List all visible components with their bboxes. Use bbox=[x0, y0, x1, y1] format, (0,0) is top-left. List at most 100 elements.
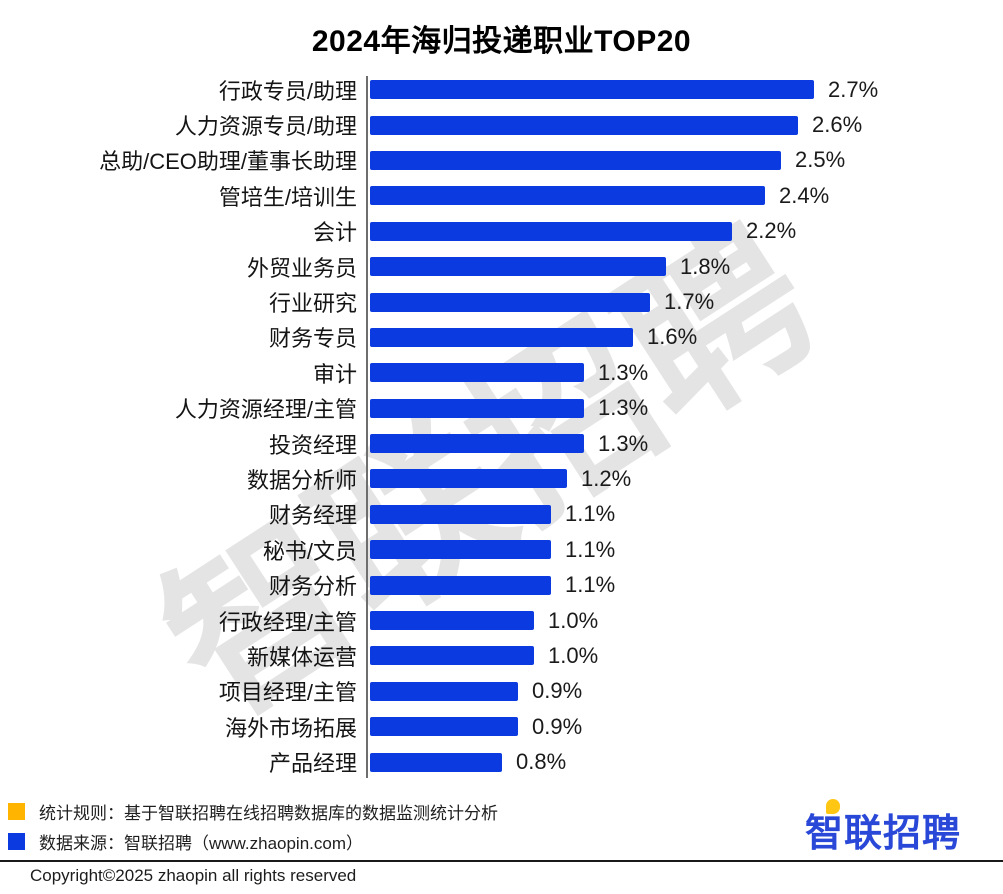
value-label: 1.0% bbox=[548, 607, 599, 633]
bar-row: 新媒体运营 1.0% bbox=[0, 638, 1003, 673]
category-label: 财务分析 bbox=[268, 574, 357, 600]
footer: 统计规则：基于智联招聘在线招聘数据库的数据监测统计分析 数据来源：智联招聘（ww… bbox=[0, 792, 1003, 860]
value-label: 1.6% bbox=[647, 324, 698, 350]
category-label: 外贸业务员 bbox=[246, 255, 357, 281]
bar bbox=[370, 363, 584, 383]
bar-zone: 1.7% bbox=[366, 289, 1003, 315]
note-text: 数据来源：智联招聘（www.zhaopin.com） bbox=[39, 833, 364, 853]
value-label: 1.1% bbox=[565, 536, 616, 562]
y-axis-line bbox=[366, 76, 368, 778]
bar-row: 行政专员/助理 2.7% bbox=[0, 72, 1003, 107]
bar-row: 秘书/文员 1.1% bbox=[0, 532, 1003, 567]
bar-zone: 0.9% bbox=[366, 678, 1003, 704]
value-label: 0.9% bbox=[532, 678, 583, 704]
bar bbox=[370, 221, 732, 241]
bar-zone: 2.4% bbox=[366, 183, 1003, 209]
bar-row: 审计 1.3% bbox=[0, 355, 1003, 390]
category-label: 会计 bbox=[312, 220, 357, 246]
bar-zone: 0.8% bbox=[366, 749, 1003, 775]
bar-row: 人力资源经理/主管 1.3% bbox=[0, 391, 1003, 426]
bar bbox=[370, 150, 781, 170]
divider-line bbox=[0, 860, 1003, 862]
category-label: 秘书/文员 bbox=[262, 538, 357, 564]
bar-rows: 行政专员/助理 2.7% 人力资源专员/助理 2.6% 总助/CEO助理/董事长… bbox=[0, 72, 1003, 780]
footer-notes: 统计规则：基于智联招聘在线招聘数据库的数据监测统计分析 数据来源：智联招聘（ww… bbox=[8, 796, 498, 856]
category-label: 人力资源专员/助理 bbox=[174, 114, 357, 140]
value-label: 1.3% bbox=[598, 430, 649, 456]
value-label: 1.7% bbox=[664, 289, 715, 315]
value-label: 0.9% bbox=[532, 713, 583, 739]
bar-zone: 1.0% bbox=[366, 608, 1003, 634]
category-label: 财务经理 bbox=[268, 503, 357, 529]
category-label: 财务专员 bbox=[268, 326, 357, 352]
bar bbox=[370, 327, 633, 347]
zhaopin-logo: 智联招聘 bbox=[804, 799, 961, 857]
value-label: 2.5% bbox=[795, 147, 846, 173]
bar bbox=[370, 80, 814, 100]
bar bbox=[370, 540, 551, 560]
bar-zone: 1.1% bbox=[366, 537, 1003, 563]
bar-row: 财务经理 1.1% bbox=[0, 497, 1003, 532]
bar bbox=[370, 611, 534, 631]
bar bbox=[370, 469, 567, 489]
bar-row: 财务专员 1.6% bbox=[0, 320, 1003, 355]
category-label: 海外市场拓展 bbox=[224, 715, 357, 741]
bar-row: 产品经理 0.8% bbox=[0, 744, 1003, 779]
category-label: 行政专员/助理 bbox=[218, 78, 357, 104]
value-label: 2.7% bbox=[828, 76, 879, 102]
value-label: 2.2% bbox=[746, 218, 797, 244]
value-label: 1.3% bbox=[598, 359, 649, 385]
value-label: 1.1% bbox=[565, 572, 616, 598]
bar bbox=[370, 646, 534, 666]
category-label: 行政经理/主管 bbox=[218, 609, 357, 635]
bar-zone: 2.6% bbox=[366, 112, 1003, 138]
bar-zone: 1.3% bbox=[366, 395, 1003, 421]
value-label: 2.4% bbox=[779, 182, 830, 208]
bar bbox=[370, 504, 551, 524]
note-text: 统计规则：基于智联招聘在线招聘数据库的数据监测统计分析 bbox=[39, 803, 498, 823]
logo-pin-icon bbox=[825, 799, 840, 814]
bar-zone: 1.3% bbox=[366, 431, 1003, 457]
category-label: 投资经理 bbox=[268, 432, 357, 458]
category-label: 人力资源经理/主管 bbox=[174, 397, 357, 423]
chart-title: 2024年海归投递职业TOP20 bbox=[311, 25, 692, 58]
value-label: 1.0% bbox=[548, 642, 599, 668]
bar-row: 投资经理 1.3% bbox=[0, 426, 1003, 461]
bar-zone: 1.1% bbox=[366, 572, 1003, 598]
logo-text: 智联招聘 bbox=[804, 813, 961, 855]
category-label: 管培生/培训生 bbox=[218, 184, 357, 210]
category-label: 项目经理/主管 bbox=[218, 680, 357, 706]
category-label: 产品经理 bbox=[268, 751, 357, 777]
bar-row: 项目经理/主管 0.9% bbox=[0, 674, 1003, 709]
bar-row: 行业研究 1.7% bbox=[0, 284, 1003, 319]
bar-row: 数据分析师 1.2% bbox=[0, 461, 1003, 496]
bar-zone: 2.5% bbox=[366, 147, 1003, 173]
bar bbox=[370, 717, 518, 737]
bar-zone: 1.0% bbox=[366, 643, 1003, 669]
value-label: 1.2% bbox=[581, 465, 632, 491]
bar bbox=[370, 398, 584, 418]
value-label: 1.8% bbox=[680, 253, 731, 279]
bar-zone: 2.7% bbox=[366, 77, 1003, 103]
bar-zone: 1.2% bbox=[366, 466, 1003, 492]
blue-square-marker bbox=[8, 832, 25, 850]
bar-row: 财务分析 1.1% bbox=[0, 567, 1003, 602]
bar-row: 海外市场拓展 0.9% bbox=[0, 709, 1003, 744]
bar bbox=[370, 186, 765, 206]
bar bbox=[370, 257, 666, 277]
value-label: 1.1% bbox=[565, 501, 616, 527]
note-statistic-rule: 统计规则：基于智联招聘在线招聘数据库的数据监测统计分析 bbox=[8, 796, 498, 826]
bar bbox=[370, 434, 584, 454]
value-label: 1.3% bbox=[598, 395, 649, 421]
bar-row: 人力资源专员/助理 2.6% bbox=[0, 107, 1003, 142]
yellow-square-marker bbox=[8, 802, 25, 820]
bar bbox=[370, 752, 502, 772]
bar bbox=[370, 292, 650, 312]
bar bbox=[370, 681, 518, 701]
bar-zone: 0.9% bbox=[366, 714, 1003, 740]
bar bbox=[370, 115, 798, 135]
bar-zone: 1.3% bbox=[366, 360, 1003, 386]
bar-zone: 2.2% bbox=[366, 218, 1003, 244]
value-label: 2.6% bbox=[812, 112, 863, 138]
